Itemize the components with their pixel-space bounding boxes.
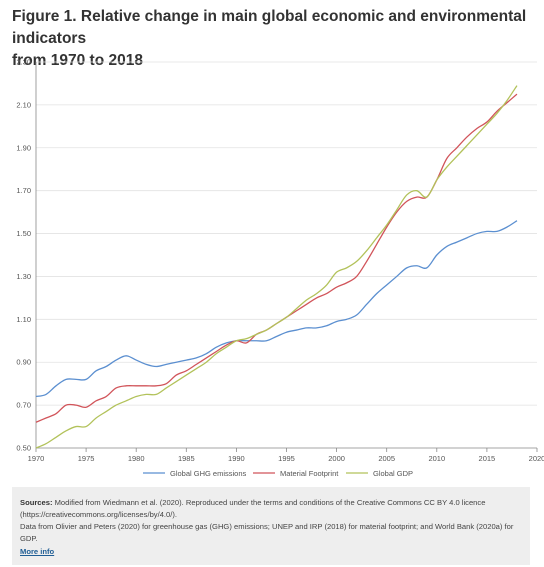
source-text-2: Data from Olivier and Peters (2020) for …	[20, 522, 514, 543]
x-tick-label: 1970	[28, 454, 45, 463]
y-tick-label: 1.10	[16, 315, 31, 324]
y-tick-label: 0.90	[16, 358, 31, 367]
source-note: Sources: Modified from Wiedmann et al. (…	[12, 487, 530, 565]
x-tick-label: 1995	[278, 454, 295, 463]
axes: 0.50 0.70 0.90 1.10 1.30 1.50 1.70 1.90 2.10 2.30…	[16, 58, 544, 464]
x-tick-label: 1990	[228, 454, 245, 463]
y-tick-label: 1.90	[16, 143, 31, 152]
y-tick-label: 1.30	[16, 272, 31, 281]
source-text-1: Sources: Modified from Wiedmann et al. (…	[20, 497, 520, 521]
source-citation: Modified from Wiedmann et al. (2020). Re…	[20, 498, 486, 519]
legend-label-material-footprint: Material Footprint	[280, 469, 339, 478]
x-tick-label: 2000	[328, 454, 345, 463]
gridlines	[36, 61, 537, 406]
x-tick-label: 2010	[428, 454, 445, 463]
y-tick-label: 1.70	[16, 186, 31, 195]
line-chart: 0.50 0.70 0.90 1.10 1.30 1.50 1.70 1.90 2.10 2.30…	[16, 58, 544, 479]
x-tick-label: 1975	[78, 454, 95, 463]
figure-title: Figure 1. Relative change in main global…	[12, 8, 527, 69]
x-tick-label: 1985	[178, 454, 195, 463]
x-tick-label: 2005	[378, 454, 395, 463]
x-tick-label: 2015	[479, 454, 496, 463]
more-info-link[interactable]: More info	[20, 547, 55, 556]
y-tick-label: 1.50	[16, 229, 31, 238]
series-line-global-gdp	[35, 85, 518, 449]
series-line-global-ghg-emissions	[35, 220, 518, 398]
y-tick-label: 2.30	[16, 58, 31, 67]
y-tick-label: 0.50	[16, 444, 31, 453]
x-tick-label: 1980	[128, 454, 145, 463]
y-tick-label: 0.70	[16, 401, 31, 410]
legend-label-global-ghg-emissions: Global GHG emissions	[170, 469, 247, 478]
sources-label: Sources:	[20, 498, 53, 507]
series-line-material-footprint	[35, 93, 518, 423]
y-tick-label: 2.10	[16, 100, 31, 109]
data-series	[35, 85, 518, 449]
x-tick-label: 2020	[529, 454, 544, 463]
legend: Global GHG emissions Material Footprint Gl…	[143, 469, 413, 478]
legend-label-global-gdp: Global GDP	[373, 469, 413, 478]
